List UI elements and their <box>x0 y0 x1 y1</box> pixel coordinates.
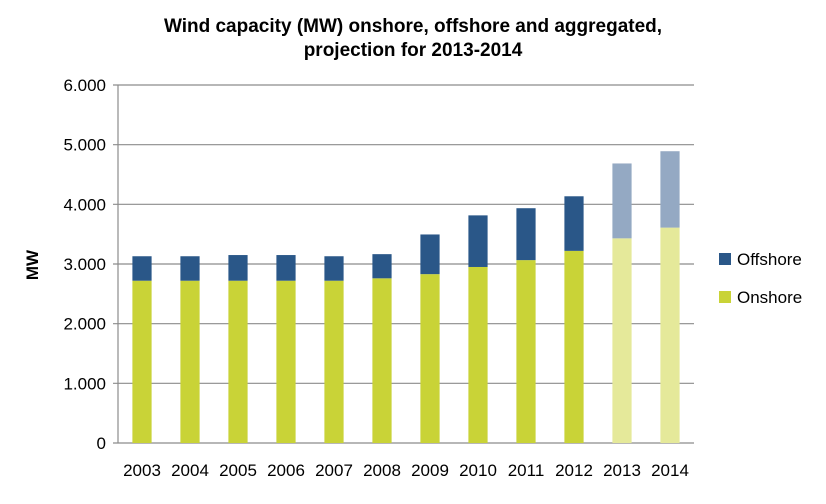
x-tick-label: 2011 <box>508 461 545 480</box>
bar-offshore-2013 <box>612 163 632 239</box>
legend-label-offshore: Offshore <box>737 250 802 269</box>
y-tick-label: 1.000 <box>63 374 106 393</box>
y-tick-label: 6.000 <box>63 76 106 95</box>
x-tick-label: 2013 <box>603 461 641 480</box>
bar-onshore-2003 <box>132 280 152 443</box>
bar-onshore-2013 <box>612 238 632 443</box>
bar-offshore-2009 <box>420 234 440 275</box>
legend-label-onshore: Onshore <box>737 288 802 307</box>
bar-onshore-2011 <box>516 260 536 443</box>
y-tick-label: 2.000 <box>63 315 106 334</box>
y-tick-label: 0 <box>97 434 106 453</box>
x-tick-label: 2008 <box>363 461 401 480</box>
legend-swatch-offshore <box>719 253 731 265</box>
bar-offshore-2006 <box>276 255 296 281</box>
x-tick-label: 2012 <box>555 461 593 480</box>
chart-title-line-2: projection for 2013-2014 <box>304 40 523 61</box>
bar-offshore-2011 <box>516 208 536 261</box>
bar-offshore-2012 <box>564 196 584 251</box>
bar-onshore-2004 <box>180 280 200 443</box>
bar-offshore-2010 <box>468 215 488 267</box>
bar-onshore-2007 <box>324 280 344 443</box>
bar-onshore-2005 <box>228 280 248 443</box>
bar-onshore-2009 <box>420 274 440 443</box>
bar-offshore-2005 <box>228 255 248 281</box>
x-tick-label: 2010 <box>459 461 497 480</box>
y-tick-label: 4.000 <box>63 195 106 214</box>
bar-offshore-2007 <box>324 256 344 281</box>
bar-offshore-2004 <box>180 256 200 281</box>
y-axis-label: MW <box>23 249 42 280</box>
bar-offshore-2014 <box>660 151 680 228</box>
y-tick-label: 3.000 <box>63 255 106 274</box>
bar-onshore-2014 <box>660 227 680 443</box>
x-tick-label: 2009 <box>411 461 449 480</box>
y-tick-label: 5.000 <box>63 136 106 155</box>
x-tick-label: 2007 <box>315 461 353 480</box>
x-tick-label: 2005 <box>219 461 257 480</box>
x-tick-label: 2006 <box>267 461 305 480</box>
bar-onshore-2010 <box>468 266 488 443</box>
chart-title-line-1: Wind capacity (MW) onshore, offshore and… <box>164 16 662 37</box>
x-tick-label: 2014 <box>651 461 689 480</box>
bar-onshore-2006 <box>276 280 296 443</box>
bar-offshore-2003 <box>132 256 152 281</box>
bar-onshore-2008 <box>372 278 392 443</box>
bar-onshore-2012 <box>564 250 584 443</box>
legend-swatch-onshore <box>719 291 731 303</box>
x-tick-label: 2003 <box>123 461 161 480</box>
bar-offshore-2008 <box>372 254 392 279</box>
x-tick-label: 2004 <box>171 461 209 480</box>
